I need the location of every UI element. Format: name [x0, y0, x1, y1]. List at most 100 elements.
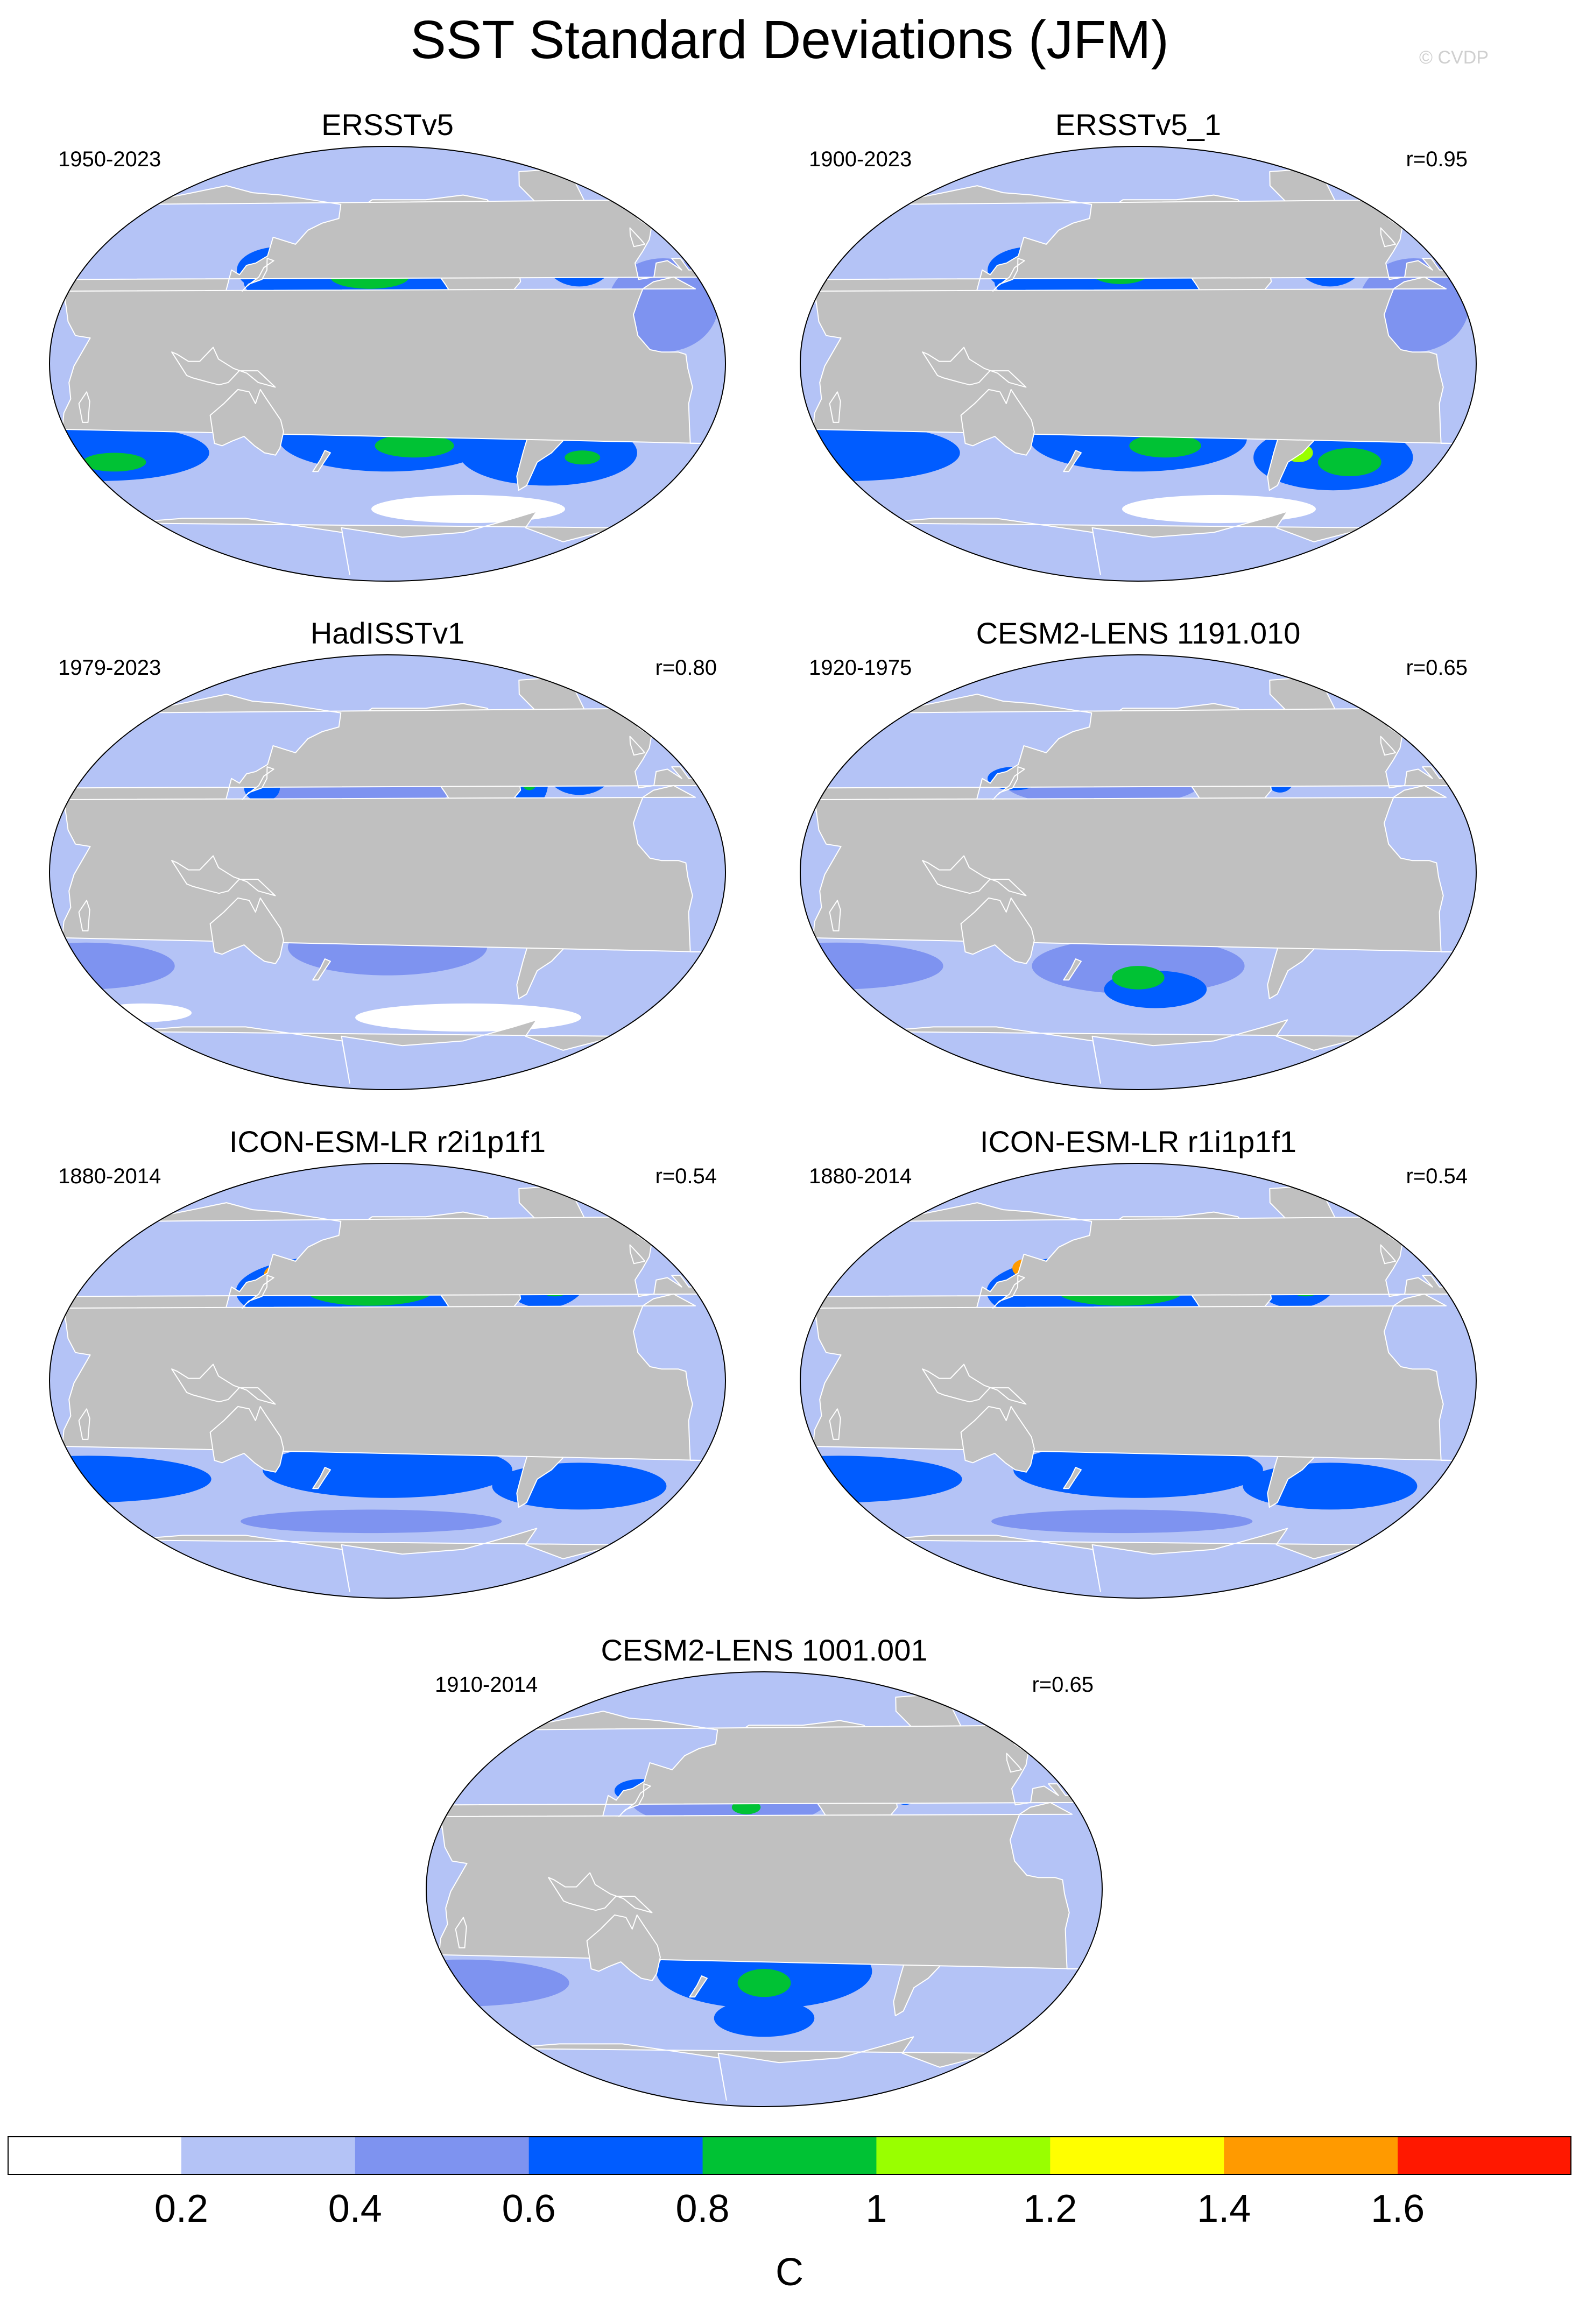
colorbar-swatch [528, 2136, 703, 2175]
colorbar-frame [8, 2136, 1571, 2175]
land-uk [1380, 736, 1396, 756]
colorbar-tick-label: 0.2 [154, 2187, 208, 2230]
land-uk [1380, 227, 1396, 248]
colorbar-tick-label: 1.6 [1371, 2187, 1425, 2230]
sst-contour-region [800, 1456, 962, 1503]
land-uk [1380, 1244, 1396, 1265]
map-outline [426, 1671, 1103, 2107]
panel-period: 1880-2014 [58, 1164, 161, 1188]
map-outline [800, 146, 1477, 582]
colorbar-unit: C [776, 2251, 803, 2294]
panel-period: 1910-2014 [435, 1673, 538, 1697]
sst-contour-region [94, 1003, 192, 1022]
panel-title: HadISSTv1 [310, 616, 465, 650]
land-newzealand [689, 1975, 708, 1998]
land-japan [992, 1275, 1025, 1309]
land-japan [242, 766, 274, 800]
land-newzealand [1063, 958, 1082, 981]
land-indonesia [171, 855, 276, 896]
land-australia [209, 388, 284, 456]
map-panel-cesm2-lens-1191-010: CESM2-LENS 1191.010 1920-1975 r=0.65 [767, 616, 1510, 1100]
sst-contour-region [375, 434, 454, 458]
colorbar-swatch [1398, 2136, 1571, 2175]
colorbar-swatch [876, 2136, 1051, 2175]
land-indonesia [548, 1872, 653, 1913]
colorbar-tick-label: 1.2 [1023, 2187, 1077, 2230]
colorbar-tick-label: 1.4 [1197, 2187, 1251, 2230]
sst-contour-region [714, 1999, 815, 2037]
land-africa [438, 1802, 1081, 1969]
world-map [800, 1163, 1477, 1599]
panel-period: 1920-1975 [809, 656, 912, 680]
world-map [49, 654, 726, 1090]
land-madagascar [78, 900, 90, 931]
figure-title: SST Standard Deviations (JFM) [410, 10, 1169, 70]
colorbar-tick-label: 0.4 [328, 2187, 382, 2230]
sst-contour-region [50, 1456, 212, 1503]
land-africa [812, 785, 1455, 952]
land-newzealand [1063, 450, 1082, 472]
sst-contour-region [1112, 966, 1165, 990]
land-uk [1006, 1753, 1022, 1773]
sst-contour-region [371, 495, 565, 524]
land-madagascar [78, 391, 90, 423]
land-indonesia [922, 347, 1027, 388]
sst-contour-region [1013, 1442, 1263, 1498]
map-panel-hadisstv1: HadISSTv1 1979-2023 r=0.80 [16, 616, 759, 1100]
land-japan [992, 766, 1025, 800]
colorbar-swatch [355, 2136, 530, 2175]
land-madagascar [78, 1408, 90, 1440]
sst-contour-region [426, 1959, 569, 2007]
sst-contour-region [50, 942, 175, 990]
land-indonesia [922, 1364, 1027, 1405]
land-japan [618, 1783, 651, 1817]
panel-title: CESM2-LENS 1001.001 [601, 1633, 928, 1667]
land-australia [209, 897, 284, 964]
land-japan [992, 258, 1025, 292]
colorbar-swatch [1224, 2136, 1398, 2175]
land-uk [629, 1244, 645, 1265]
sst-contour-region [800, 425, 960, 481]
land-africa [61, 1293, 704, 1461]
land-australia [960, 1405, 1035, 1473]
panel-correlation: r=0.54 [655, 1164, 717, 1188]
map-outline [49, 654, 726, 1090]
land-madagascar [455, 1917, 467, 1948]
land-africa [61, 276, 704, 444]
sst-contour-region [1122, 495, 1316, 524]
land-newzealand [1063, 1467, 1082, 1489]
land-japan [242, 1275, 274, 1309]
land-africa [61, 785, 704, 952]
sst-contour-region [355, 1003, 581, 1032]
world-map [49, 1163, 726, 1599]
sst-contour-region [263, 1442, 512, 1498]
map-panel-cesm2-lens-1001-001: CESM2-LENS 1001.001 1910-2014 r=0.65 [393, 1633, 1136, 2117]
colorbar [8, 2136, 1571, 2175]
colorbar-tick-label: 0.6 [502, 2187, 556, 2230]
colorbar-swatch [702, 2136, 877, 2175]
land-japan [242, 258, 274, 292]
land-australia [960, 897, 1035, 964]
panel-correlation: r=0.80 [655, 656, 717, 680]
land-australia [209, 1405, 284, 1473]
sst-contour-region [50, 425, 209, 481]
panel-title: ERSSTv5_1 [1055, 108, 1222, 142]
sst-contour-region [241, 1509, 502, 1534]
land-indonesia [171, 347, 276, 388]
land-madagascar [829, 391, 841, 423]
panel-title: ICON-ESM-LR r1i1p1f1 [979, 1125, 1297, 1159]
land-uk [629, 736, 645, 756]
land-australia [586, 1914, 661, 1981]
colorbar-tick-label: 0.8 [675, 2187, 730, 2230]
land-indonesia [171, 1364, 276, 1405]
colorbar-swatch [181, 2136, 356, 2175]
colorbar-swatch [8, 2136, 182, 2175]
map-outline [800, 654, 1477, 1090]
sst-contour-region [1317, 448, 1381, 477]
panel-title: ICON-ESM-LR r2i1p1f1 [229, 1125, 546, 1159]
map-outline [49, 1163, 726, 1599]
panel-period: 1880-2014 [809, 1164, 912, 1188]
land-newzealand [312, 958, 331, 981]
map-panel-ersstv5-1: ERSSTv5_1 1900-2023 r=0.95 [767, 108, 1510, 592]
land-madagascar [829, 900, 841, 931]
